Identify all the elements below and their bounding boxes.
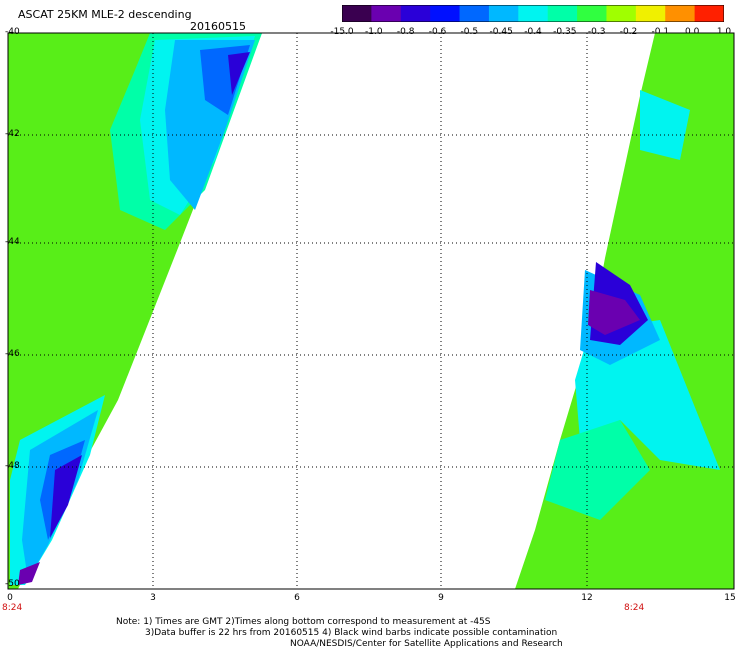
x-tick-label: 0 — [7, 593, 13, 603]
note-line: Note: 1) Times are GMT 2)Times along bot… — [116, 617, 491, 627]
wind-region — [640, 90, 690, 160]
y-tick-label: -46 — [5, 349, 20, 359]
colorbar-label: -0.1 — [651, 27, 670, 37]
colorbar-cell — [430, 5, 461, 22]
time-label: 8:24 — [624, 603, 645, 613]
y-tick-label: -48 — [5, 461, 20, 471]
wind-region — [588, 290, 640, 335]
y-tick-label: -42 — [5, 129, 20, 139]
colorbar-label: -0.2 — [619, 27, 638, 37]
colorbar-cell — [459, 5, 490, 22]
x-tick-label: 12 — [581, 593, 593, 603]
colorbar-cell — [577, 5, 608, 22]
x-tick-label: 9 — [438, 593, 444, 603]
colorbar-label: 1.0 — [716, 27, 732, 37]
y-tick-label: -40 — [5, 27, 20, 37]
colorbar-label: -1.0 — [365, 27, 383, 37]
colorbar-cell — [371, 5, 402, 22]
colorbar-cell — [606, 5, 637, 22]
colorbar — [342, 5, 724, 22]
x-tick-label: 15 — [724, 593, 736, 603]
colorbar-label: -0.3 — [587, 27, 606, 37]
colorbar-label: -0.45 — [489, 27, 513, 37]
plot-frame — [7, 32, 735, 590]
colorbar-cell — [665, 5, 696, 22]
colorbar-cell — [488, 5, 519, 22]
colorbar-cell — [635, 5, 666, 22]
colorbar-label: -0.4 — [524, 27, 542, 37]
time-label: 8:24 — [2, 603, 23, 613]
colorbar-cell — [518, 5, 549, 22]
colorbar-cell — [342, 5, 372, 22]
wind-swaths — [8, 33, 734, 589]
note-line: 3)Data buffer is 22 hrs from 20160515 4)… — [145, 628, 558, 638]
grid-lines — [8, 33, 734, 589]
y-tick-label: -50 — [5, 579, 20, 589]
colorbar-cell — [400, 5, 431, 22]
colorbar-label: -15.0 — [330, 27, 354, 37]
colorbar-cell — [694, 5, 724, 22]
wind-region — [50, 455, 82, 538]
colorbar-label: 0.0 — [684, 27, 700, 37]
wind-region — [18, 562, 40, 585]
wind-region — [228, 52, 250, 95]
colorbar-label: -0.6 — [428, 27, 447, 37]
credit-line: NOAA/NESDIS/Center for Satellite Applica… — [290, 639, 563, 649]
colorbar-label: -0.5 — [460, 27, 479, 37]
map-title: ASCAT 25KM MLE-2 descending — [18, 8, 192, 21]
wind-region — [545, 420, 650, 520]
colorbar-label: -0.8 — [396, 27, 415, 37]
colorbar-label: -0.35 — [553, 27, 577, 37]
x-tick-label: 6 — [294, 593, 300, 603]
colorbar-cell — [547, 5, 578, 22]
x-tick-label: 3 — [150, 593, 156, 603]
y-tick-label: -44 — [5, 237, 20, 247]
map-date: 20160515 — [190, 20, 246, 33]
